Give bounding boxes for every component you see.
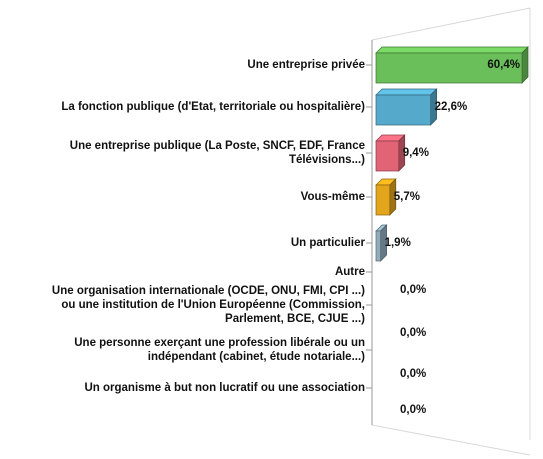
label-line: Une organisation internationale (OCDE, O… — [52, 285, 365, 297]
label-line: Autre — [335, 266, 365, 278]
bar-side — [521, 46, 529, 84]
label-line: Un organisme à but non lucratif ou une a… — [84, 382, 365, 394]
bar — [375, 178, 397, 216]
category-label: Vous-même — [301, 191, 365, 203]
bar — [375, 134, 406, 172]
category-label: Une entreprise publique (La Poste, SNCF,… — [70, 140, 365, 166]
label-line: Une entreprise privée — [247, 59, 365, 71]
bar-front — [375, 94, 431, 126]
bar-top — [375, 88, 438, 96]
category-label: Autre — [335, 266, 365, 278]
label-line: Télévisions...) — [289, 154, 365, 166]
bar-front — [375, 184, 391, 216]
bar — [375, 46, 529, 84]
value-label: 0,0% — [400, 404, 426, 416]
bar — [375, 88, 438, 126]
label-line: Vous-même — [301, 191, 365, 203]
label-line: Parlement, BCE, CJUE ...) — [225, 313, 365, 325]
value-label: 0,0% — [400, 284, 426, 296]
value-label: 60,4% — [487, 59, 520, 71]
bar-front — [375, 140, 400, 172]
bar-front — [375, 230, 381, 262]
category-label: Une personne exerçant une profession lib… — [74, 337, 365, 363]
value-label: 0,0% — [400, 327, 426, 339]
label-line: Une entreprise publique (La Poste, SNCF,… — [70, 140, 365, 152]
category-label: Une organisation internationale (OCDE, O… — [52, 285, 365, 325]
bar — [375, 224, 388, 262]
label-line: Un particulier — [291, 237, 366, 249]
value-label: 5,7% — [394, 191, 420, 203]
label-line: ou une institution de l'Union Européenne… — [61, 299, 365, 311]
bar-top — [375, 46, 529, 54]
category-label: La fonction publique (d'Etat, territoria… — [61, 101, 365, 113]
value-label: 9,4% — [403, 147, 429, 159]
label-line: indépendant (cabinet, étude notariale...… — [148, 351, 365, 363]
label-line: Une personne exerçant une profession lib… — [74, 337, 365, 349]
value-label: 0,0% — [400, 368, 426, 380]
category-label: Un particulier — [291, 237, 366, 249]
category-label: Une entreprise privée — [247, 59, 365, 71]
bar-front — [375, 52, 523, 84]
value-label: 1,9% — [385, 237, 411, 249]
category-label: Un organisme à but non lucratif ou une a… — [84, 382, 365, 394]
value-label: 22,6% — [435, 101, 468, 113]
back-wall — [371, 7, 531, 456]
label-line: La fonction publique (d'Etat, territoria… — [61, 101, 365, 113]
